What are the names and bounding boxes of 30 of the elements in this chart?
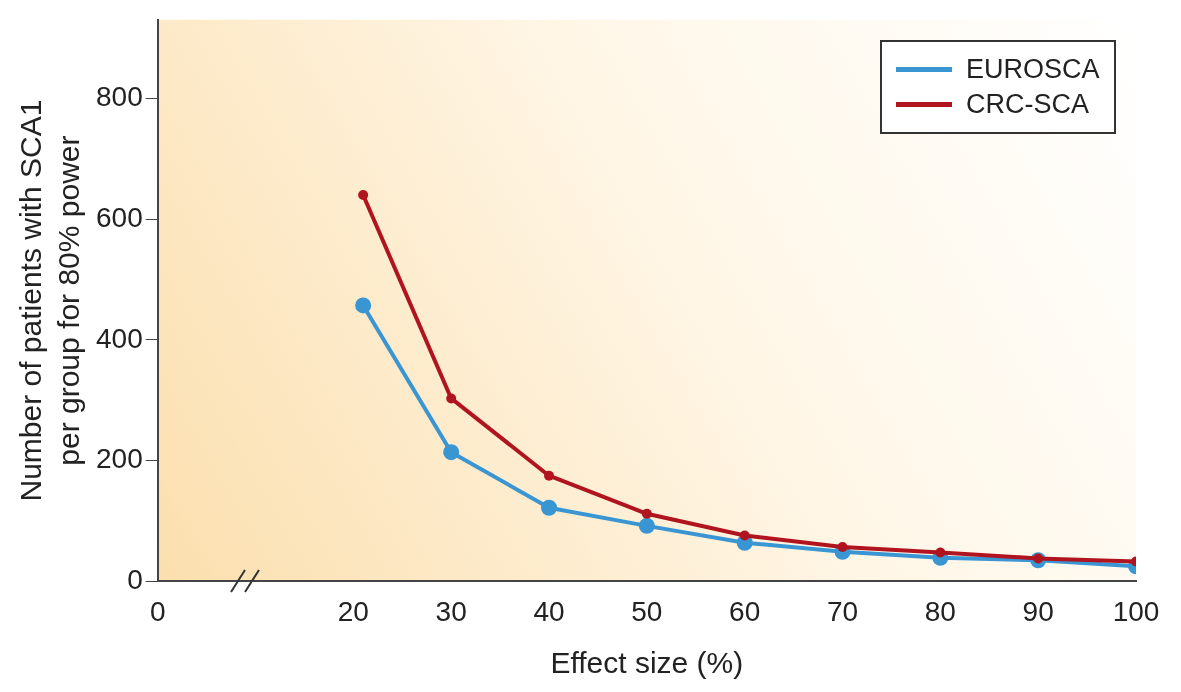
x-tick-label: 70 <box>826 595 859 627</box>
point <box>837 541 848 552</box>
x-tick-label: 40 <box>533 595 565 627</box>
x-tick-label: 50 <box>631 595 663 627</box>
legend-label: CRC-SCA <box>966 88 1090 120</box>
x-tick-label: 30 <box>435 595 467 627</box>
y-tick-label: 400 <box>96 322 143 354</box>
x-tick-label: 60 <box>729 595 761 627</box>
x-tick-label: 80 <box>924 595 956 627</box>
y-tick-label: 800 <box>96 81 143 113</box>
x-tick-label: 90 <box>1022 595 1054 627</box>
point <box>541 499 558 516</box>
x-axis-title: Effect size (%) <box>550 646 744 680</box>
point <box>739 530 750 541</box>
x-tick-label: 100 <box>1112 595 1160 627</box>
point <box>358 189 369 200</box>
y-tick-label: 200 <box>96 443 143 475</box>
legend-label: EUROSCA <box>966 53 1100 85</box>
x-tick-label: 20 <box>337 595 369 627</box>
point <box>935 547 946 558</box>
point <box>638 517 655 534</box>
y-tick-label: 600 <box>96 201 143 233</box>
y-tick-label: 0 <box>127 564 143 596</box>
point <box>544 470 555 481</box>
x-tick-label: 0 <box>149 595 166 627</box>
point <box>641 508 652 519</box>
point <box>443 444 460 461</box>
point <box>355 297 372 314</box>
y-axis-title: Number of patients with SCA1 per group for 80% power <box>14 99 85 502</box>
point <box>446 393 457 404</box>
